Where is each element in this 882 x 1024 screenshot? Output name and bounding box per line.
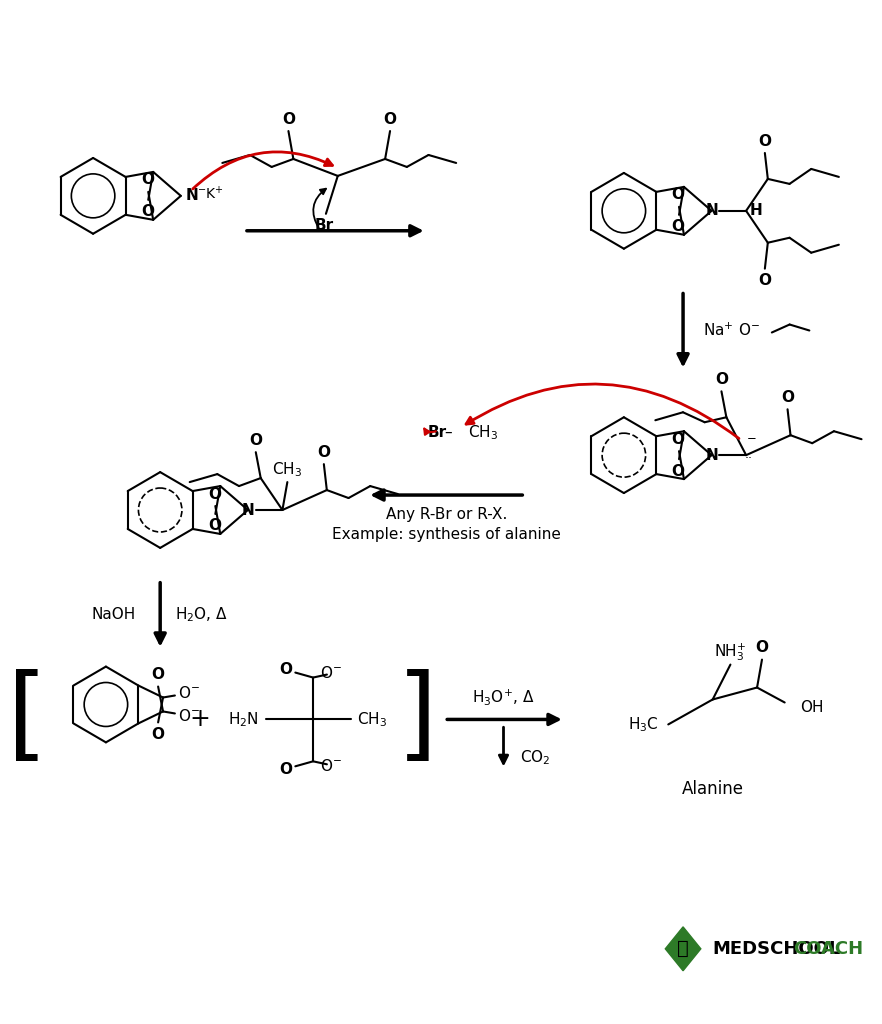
Text: Any R-Br or R-X.: Any R-Br or R-X. — [385, 508, 507, 522]
Text: O: O — [279, 762, 292, 777]
Text: O: O — [671, 432, 684, 446]
Text: H$_2$N: H$_2$N — [228, 710, 258, 729]
Text: O: O — [384, 112, 397, 127]
Text: [: [ — [7, 669, 48, 770]
Text: 🎓: 🎓 — [677, 939, 689, 958]
Text: $^{-}$K$^{+}$: $^{-}$K$^{+}$ — [197, 185, 223, 203]
Text: Alanine: Alanine — [682, 780, 744, 799]
Text: O$^{-}$: O$^{-}$ — [320, 759, 342, 774]
Text: N: N — [242, 503, 254, 517]
Text: CO$_2$: CO$_2$ — [520, 748, 550, 767]
Text: N: N — [186, 188, 198, 204]
Text: O: O — [759, 273, 772, 288]
Text: MEDSCHOOL: MEDSCHOOL — [713, 940, 841, 957]
Text: O: O — [208, 486, 220, 502]
Text: $^{-}$: $^{-}$ — [745, 434, 757, 453]
Text: O: O — [715, 372, 728, 387]
Text: N: N — [706, 204, 718, 218]
Text: O: O — [141, 172, 153, 187]
Text: O: O — [208, 518, 220, 534]
Text: ]: ] — [396, 669, 437, 770]
Text: Br: Br — [314, 218, 333, 233]
Text: O: O — [279, 663, 292, 677]
Text: OH: OH — [801, 700, 824, 715]
Polygon shape — [665, 927, 701, 971]
Text: O: O — [282, 112, 295, 127]
Text: O: O — [781, 390, 794, 404]
Text: CH$_3$: CH$_3$ — [357, 710, 388, 729]
Text: O: O — [152, 667, 165, 682]
Text: –: – — [445, 425, 452, 439]
Text: ··: ·· — [745, 452, 753, 465]
Text: Example: synthesis of alanine: Example: synthesis of alanine — [332, 527, 561, 543]
Text: O: O — [671, 187, 684, 203]
Text: O: O — [318, 444, 331, 460]
Text: O: O — [152, 727, 165, 742]
Text: O$^{-}$: O$^{-}$ — [178, 684, 200, 700]
Text: Br: Br — [427, 425, 446, 439]
Text: O: O — [671, 219, 684, 234]
Text: NaOH: NaOH — [91, 607, 136, 623]
Text: NH$_3^{+}$: NH$_3^{+}$ — [714, 641, 746, 663]
Text: O: O — [671, 464, 684, 478]
Text: CH$_3$: CH$_3$ — [273, 461, 303, 479]
Text: COACH: COACH — [794, 940, 863, 957]
Text: CH$_3$: CH$_3$ — [468, 423, 498, 441]
Text: H: H — [750, 204, 762, 218]
Text: +: + — [190, 708, 210, 731]
Text: O: O — [250, 433, 262, 447]
Text: Na$^{+}$ O$^{-}$: Na$^{+}$ O$^{-}$ — [703, 322, 760, 339]
Text: O: O — [141, 205, 153, 219]
Text: N: N — [706, 447, 718, 463]
Text: O$^{-}$: O$^{-}$ — [320, 665, 342, 681]
Text: H$_3$O$^{+}$, $\Delta$: H$_3$O$^{+}$, $\Delta$ — [472, 687, 534, 708]
Text: O$^{-}$: O$^{-}$ — [178, 709, 200, 724]
Text: O: O — [756, 640, 768, 655]
Text: O: O — [759, 133, 772, 148]
Text: H$_2$O, $\Delta$: H$_2$O, $\Delta$ — [175, 605, 228, 624]
Text: H$_3$C: H$_3$C — [628, 715, 658, 734]
